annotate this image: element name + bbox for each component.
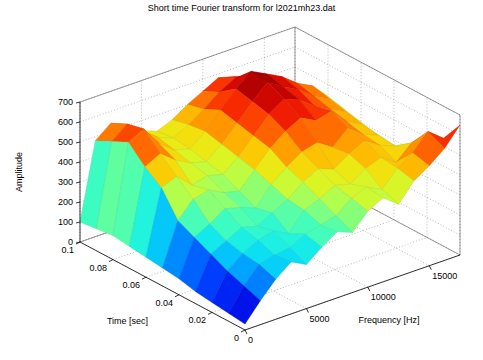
z-tick — [76, 122, 80, 123]
x-tick-label: 5000 — [309, 314, 329, 324]
z-tick — [76, 202, 80, 203]
x-tick — [429, 266, 431, 270]
z-tick-label: 0 — [68, 237, 73, 247]
z-tick-label: 300 — [58, 177, 73, 187]
y-tick-label: 0.02 — [188, 315, 206, 325]
z-tick — [76, 222, 80, 223]
x-tick-label: 10000 — [371, 292, 396, 302]
x-axis-title: Frequency [Hz] — [358, 315, 419, 325]
title: Short time Fourier transform for l2021mh… — [148, 3, 336, 13]
frame-line — [460, 115, 461, 255]
y-tick — [142, 277, 146, 279]
x-tick-label: 15000 — [432, 271, 457, 281]
z-axis-title: Amplitude — [14, 152, 24, 192]
grid-line — [80, 102, 81, 242]
z-tick — [76, 182, 80, 183]
y-axis-title: Time [sec] — [107, 316, 148, 326]
z-axis-line — [80, 102, 81, 242]
y-tick — [175, 295, 179, 297]
z-tick — [76, 242, 80, 243]
x-tick — [245, 330, 247, 334]
frame-line — [295, 27, 460, 115]
chart: Short time Fourier transform for l2021mh… — [0, 0, 483, 360]
grid — [80, 27, 460, 330]
z-tick-label: 600 — [58, 117, 73, 127]
x-tick — [368, 287, 370, 291]
y-tick — [241, 330, 245, 332]
grid-line — [245, 255, 460, 330]
y-tick-label: 0.08 — [89, 263, 107, 273]
y-tick — [109, 260, 113, 262]
z-tick — [76, 162, 80, 163]
x-tick-label: 0 — [248, 335, 253, 345]
axes: 05000100001500000.020.040.060.080.101002… — [14, 97, 460, 345]
x-tick — [306, 309, 308, 313]
y-tick-label: 0.06 — [122, 280, 140, 290]
grid-line — [295, 27, 460, 115]
surface-cell — [229, 286, 261, 324]
y-tick — [76, 242, 80, 244]
x-axis-line — [245, 255, 460, 330]
z-tick-label: 500 — [58, 137, 73, 147]
y-tick-label: 0.04 — [155, 298, 173, 308]
z-tick-label: 700 — [58, 97, 73, 107]
y-axis-line — [80, 242, 245, 330]
grid-line — [460, 115, 461, 255]
z-tick-label: 200 — [58, 197, 73, 207]
surface — [80, 71, 460, 324]
y-tick-label: 0 — [234, 333, 239, 343]
z-tick — [76, 102, 80, 103]
z-tick-label: 100 — [58, 217, 73, 227]
y-tick — [208, 312, 212, 314]
z-tick — [76, 142, 80, 143]
z-tick-label: 400 — [58, 157, 73, 167]
